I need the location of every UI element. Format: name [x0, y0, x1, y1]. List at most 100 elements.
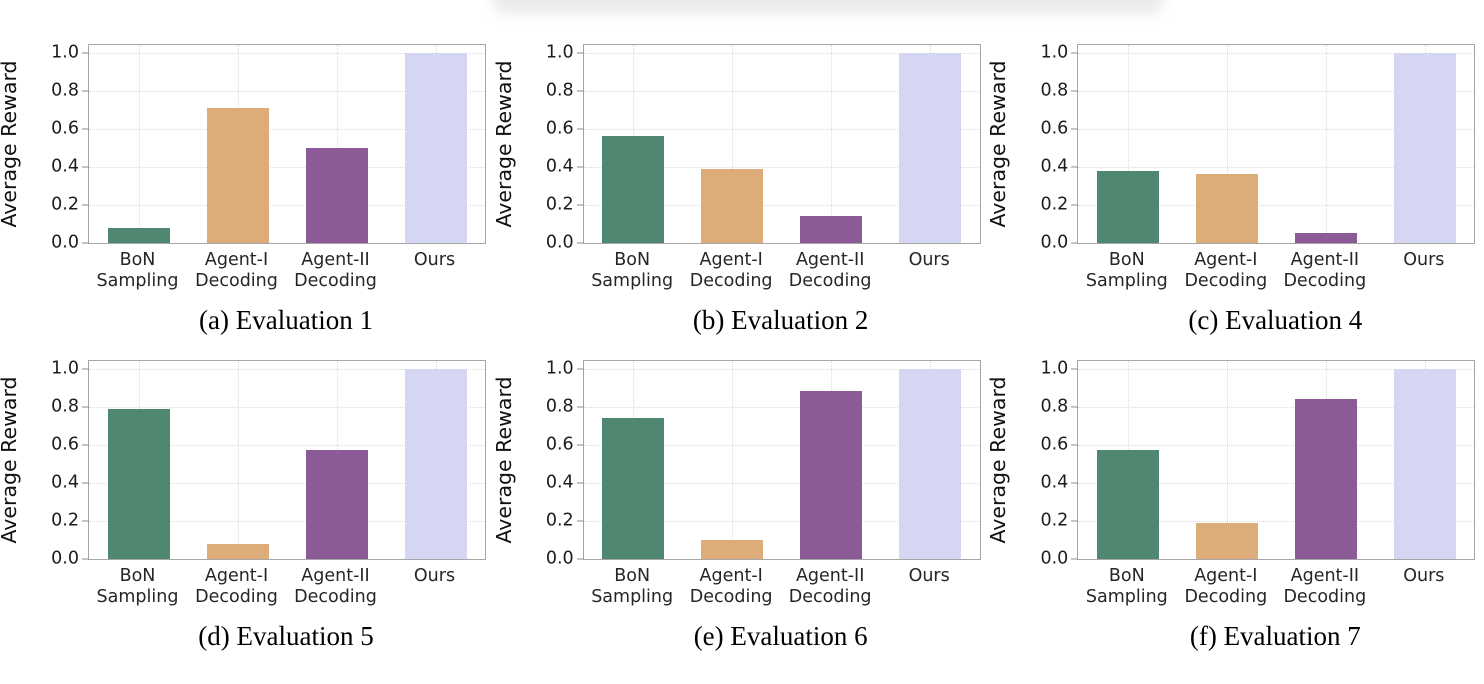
x-tick-line: Agent-I: [699, 250, 763, 270]
plot-area: 0.0 0.2 0.4 0.6 0.8 1.0 Average Reward: [986, 359, 1476, 567]
x-tick-line: Sampling: [1085, 271, 1168, 291]
y-tick-mark: [82, 90, 89, 92]
y-tick-label: 0.4: [1040, 472, 1069, 493]
y-axis-label: Average Reward: [491, 60, 516, 228]
x-tick-line: Decoding: [1283, 587, 1367, 607]
y-tick-mark: [1071, 368, 1079, 370]
x-tick-label-agent-ii-decoding: Agent-II Decoding: [781, 566, 880, 608]
x-tick-line: Ours: [908, 566, 950, 586]
gridline-vertical: [732, 45, 734, 243]
x-tick-line: Decoding: [294, 271, 377, 291]
x-axis-labels: BoN Sampling Agent-I Decoding Agent-II Decodi…: [583, 560, 979, 608]
gridline-vertical: [1226, 361, 1228, 559]
gridline-horizontal: [89, 90, 485, 92]
chart-cell--f-evaluation-7: 0.0 0.2 0.4 0.6 0.8 1.0 Average Reward BoN Sampl…: [986, 359, 1484, 652]
y-tick-mark: [1071, 52, 1079, 54]
bar-agent-i-decoding: [701, 539, 764, 559]
x-tick-line: Decoding: [788, 587, 872, 607]
y-tick-label: 0.8: [1040, 395, 1069, 416]
x-tick-label-bon-sampling: BoN Sampling: [88, 566, 187, 608]
y-tick-label: 1.0: [545, 41, 574, 62]
bar-agent-ii-decoding: [305, 450, 368, 559]
gridline-vertical: [138, 45, 140, 243]
y-tick-mark: [576, 242, 584, 244]
y-tick-mark: [82, 368, 89, 370]
gridline-horizontal: [583, 90, 980, 92]
y-tick-mark: [576, 52, 584, 54]
x-tick-line: BoN: [119, 250, 156, 270]
y-tick-label: 1.0: [51, 41, 79, 62]
y-tick-mark: [576, 482, 584, 484]
y-axis-label: Average Reward: [0, 376, 21, 544]
y-tick-label: 0.8: [545, 79, 574, 100]
x-tick-line: Decoding: [689, 271, 773, 291]
y-tick-mark: [576, 406, 584, 408]
x-tick-label-agent-i-decoding: Agent-I Decoding: [187, 566, 286, 608]
gridline-horizontal: [1078, 52, 1475, 54]
chart-cell--a-evaluation-1: 0.0 0.2 0.4 0.6 0.8 1.0 Average Reward BoN Sampl…: [0, 41, 495, 336]
y-tick-label: 0.8: [1040, 79, 1069, 100]
y-tick-label: 0.0: [51, 548, 79, 569]
gridline-vertical: [1325, 45, 1327, 243]
x-tick-line: Agent-II: [301, 250, 370, 270]
y-tick-label: 0.6: [51, 434, 79, 455]
y-axis-label: Average Reward: [986, 60, 1011, 228]
y-tick-mark: [1071, 128, 1079, 130]
x-tick-label-ours: Ours: [385, 250, 484, 292]
x-tick-label-agent-i-decoding: Agent-I Decoding: [682, 566, 781, 608]
bar-agent-ii-decoding: [800, 391, 863, 559]
x-tick-line: Ours: [908, 250, 950, 270]
gridline-vertical: [1127, 45, 1129, 243]
x-axis-labels: BoN Sampling Agent-I Decoding Agent-II Decodi…: [88, 560, 484, 608]
y-tick-mark: [1071, 90, 1079, 92]
bar-agent-i-decoding: [206, 543, 269, 559]
x-tick-line: Sampling: [591, 271, 674, 291]
gridline-horizontal: [89, 406, 485, 408]
y-tick-mark: [576, 444, 584, 446]
bar-agent-ii-decoding: [1294, 399, 1357, 559]
y-tick-label: 0.0: [1040, 232, 1069, 253]
x-tick-line: Agent-I: [699, 566, 763, 586]
chart-caption: (a) Evaluation 1: [199, 305, 373, 335]
bar-agent-i-decoding: [1195, 174, 1258, 243]
y-tick-mark: [576, 166, 584, 168]
x-tick-label-bon-sampling: BoN Sampling: [1077, 566, 1176, 608]
bar-ours: [404, 52, 467, 243]
x-tick-line: BoN: [1108, 250, 1145, 270]
gridline-vertical: [237, 361, 239, 559]
x-tick-line: Agent-I: [204, 250, 269, 270]
y-tick-mark: [82, 520, 89, 522]
y-tick-mark: [82, 444, 89, 446]
y-tick-label: 0.0: [545, 232, 574, 253]
bar-bon-sampling: [602, 136, 665, 243]
x-tick-line: Agent-I: [1194, 250, 1258, 270]
toolbar-shadow: [492, 0, 1164, 14]
x-tick-line: Agent-I: [1194, 566, 1258, 586]
chart-caption: (f) Evaluation 7: [1189, 621, 1361, 651]
y-tick-label: 0.4: [545, 472, 574, 493]
gridline-horizontal: [1078, 482, 1475, 484]
bar-agent-i-decoding: [701, 168, 764, 243]
y-tick-label: 0.4: [51, 472, 79, 493]
x-tick-line: Sampling: [96, 587, 179, 607]
gridline-horizontal: [89, 128, 485, 130]
x-tick-line: Decoding: [689, 587, 773, 607]
x-tick-label-ours: Ours: [385, 566, 484, 608]
chart-caption: (e) Evaluation 6: [693, 621, 868, 651]
chart-caption: (c) Evaluation 4: [1188, 305, 1363, 335]
y-tick-mark: [576, 204, 584, 206]
x-tick-label-ours: Ours: [1374, 566, 1473, 608]
bar-agent-ii-decoding: [305, 147, 368, 243]
bar-bon-sampling: [107, 227, 170, 243]
x-axis-labels: BoN Sampling Agent-I Decoding Agent-II Decodi…: [88, 244, 484, 292]
charts-grid: 0.0 0.2 0.4 0.6 0.8 1.0 Average Reward BoN Sampl…: [0, 41, 1484, 652]
y-tick-label: 0.2: [1040, 510, 1069, 531]
x-tick-line: Decoding: [1184, 587, 1268, 607]
gridline-horizontal: [1078, 204, 1475, 206]
x-tick-label-agent-ii-decoding: Agent-II Decoding: [286, 566, 385, 608]
y-tick-mark: [1071, 242, 1079, 244]
gridline-horizontal: [583, 166, 980, 168]
x-tick-label-agent-i-decoding: Agent-I Decoding: [187, 250, 286, 292]
y-tick-label: 0.8: [545, 395, 574, 416]
